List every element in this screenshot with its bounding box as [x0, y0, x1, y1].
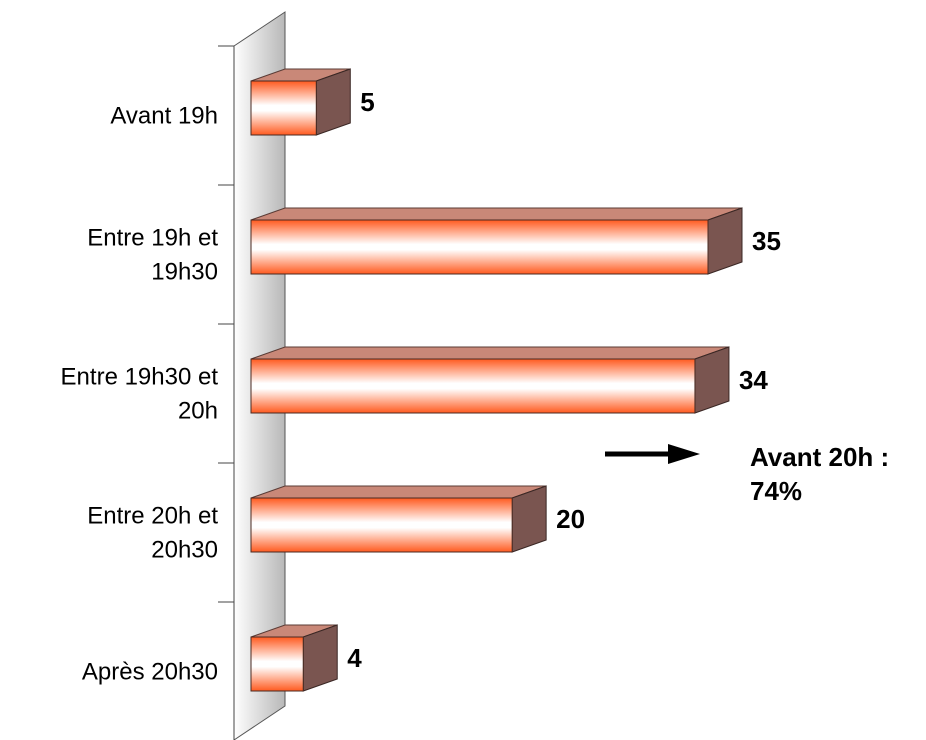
annotation-line-2: 74%: [750, 476, 803, 506]
annotation-line-1: Avant 20h :: [750, 442, 890, 472]
data-labels: 5 35 34 20 4: [347, 87, 781, 673]
category-label-line: 19h30: [151, 259, 218, 286]
bar-side-face: [707, 207, 743, 275]
category-label: Entre 19h et 19h30: [87, 225, 218, 286]
bar-front-face: [250, 636, 304, 692]
category-label-line: Avant 19h: [110, 103, 218, 130]
bar-side-face: [302, 624, 338, 692]
category-label-line: 20h: [178, 398, 218, 425]
data-label: 35: [752, 226, 781, 256]
bar-side-face: [694, 346, 730, 414]
data-label: 34: [739, 365, 768, 395]
category-label-line: Entre 19h et: [87, 225, 218, 252]
category-label-line: Entre 20h et: [87, 503, 218, 530]
category-label-line: 20h30: [151, 537, 218, 564]
bar: [250, 485, 547, 553]
category-label: Avant 19h: [110, 103, 218, 130]
bar: [250, 624, 338, 692]
bars: [250, 68, 743, 692]
bar-top-face: [250, 346, 730, 360]
annotation-arrow: [605, 444, 700, 464]
bar: [250, 346, 730, 414]
data-label: 20: [556, 504, 585, 534]
data-label: 4: [347, 643, 362, 673]
bar-top-face: [250, 485, 547, 499]
bar-top-face: [250, 207, 743, 221]
annotation-text: Avant 20h : 74%: [750, 440, 920, 508]
category-label-line: Entre 19h30 et: [61, 364, 219, 391]
bar-front-face: [250, 497, 513, 553]
data-label: 5: [360, 87, 374, 117]
bar: [250, 207, 743, 275]
category-label-line: Après 20h30: [82, 659, 218, 686]
bar-side-face: [315, 68, 351, 136]
bar-front-face: [250, 219, 709, 275]
category-label: Entre 19h30 et 20h: [61, 364, 219, 425]
bar-front-face: [250, 80, 317, 136]
bar-side-face: [511, 485, 547, 553]
bar: [250, 68, 351, 136]
bar-front-face: [250, 358, 696, 414]
category-labels: Avant 19h Entre 19h et 19h30 Entre 19h30 et…: [61, 103, 219, 686]
category-label: Après 20h30: [82, 659, 218, 686]
category-label: Entre 20h et 20h30: [87, 503, 218, 564]
axis-ticks: [218, 45, 234, 603]
